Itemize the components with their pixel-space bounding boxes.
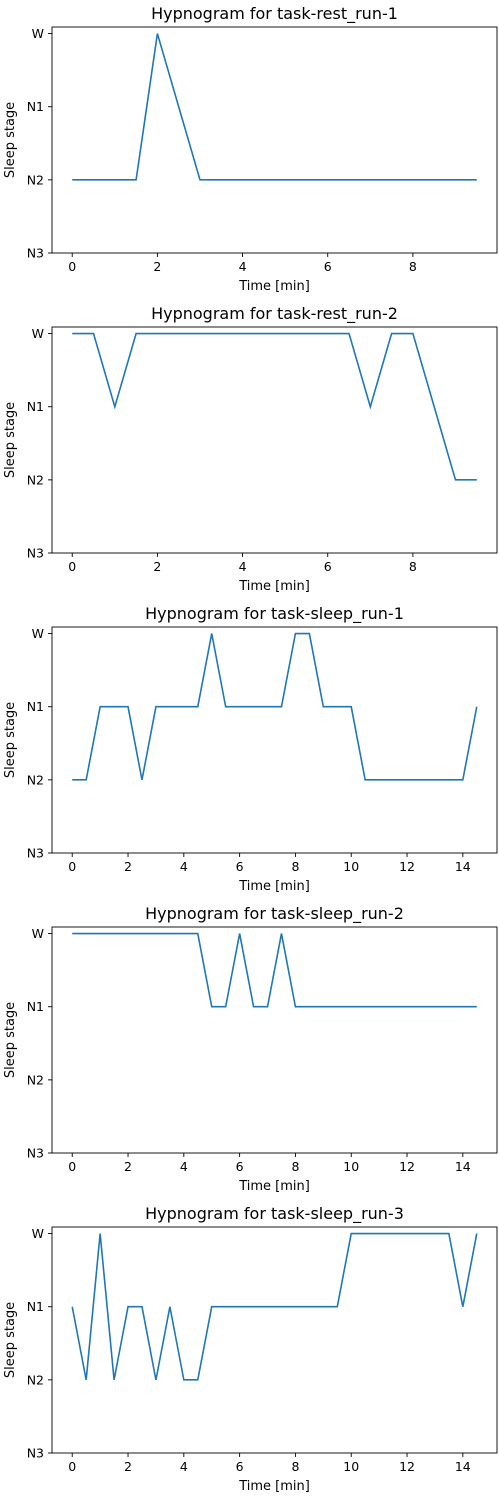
- x-tick-label: 4: [180, 1459, 188, 1474]
- hypnogram-chart-2: Hypnogram for task-rest_run-2 W N1 N2 N3 0 2 4 6…: [3, 304, 498, 594]
- plot-frame: [51, 326, 498, 554]
- x-tick-label: 10: [343, 1459, 359, 1474]
- y-tick-label: N1: [27, 999, 44, 1014]
- series-line: [72, 932, 477, 1008]
- plot-frame: [51, 626, 498, 854]
- x-tick-label: 6: [324, 259, 332, 274]
- x-tick-label: 6: [236, 859, 244, 874]
- y-tick-label: N1: [27, 99, 44, 114]
- x-tick-label: 4: [180, 1159, 188, 1174]
- y-tick-label: N2: [27, 1072, 44, 1087]
- y-tick-label: N1: [27, 699, 44, 714]
- x-axis-label: Time [min]: [238, 1479, 310, 1494]
- x-tick-label: 8: [409, 559, 417, 574]
- x-tick-label: 2: [153, 259, 161, 274]
- x-tick-label: 0: [68, 1459, 76, 1474]
- x-tick-label: 2: [124, 1459, 132, 1474]
- y-tick-label: W: [32, 26, 44, 41]
- y-tick-label: N3: [27, 1446, 44, 1461]
- series-line: [72, 632, 478, 781]
- x-axis-label: Time [min]: [238, 579, 310, 594]
- y-axis-label: Sleep stage: [3, 402, 18, 478]
- x-tick-label: 8: [291, 859, 299, 874]
- y-axis-label: Sleep stage: [3, 1002, 18, 1078]
- plot-frame: [51, 26, 498, 254]
- x-tick-label: 4: [180, 859, 188, 874]
- y-tick-label: N3: [27, 546, 44, 561]
- x-tick-label: 0: [68, 259, 76, 274]
- x-tick-label: 0: [68, 859, 76, 874]
- y-tick-label: W: [32, 326, 44, 341]
- chart-title: Hypnogram for task-rest_run-2: [151, 304, 398, 324]
- y-tick-label: W: [32, 1226, 44, 1241]
- x-tick-label: 2: [124, 859, 132, 874]
- x-tick-label: 8: [291, 1159, 299, 1174]
- x-tick-label: 2: [153, 559, 161, 574]
- x-tick-label: 6: [236, 1459, 244, 1474]
- x-tick-label: 8: [291, 1459, 299, 1474]
- series-line: [71, 1232, 478, 1381]
- y-tick-label: N2: [27, 472, 44, 487]
- x-tick-label: 0: [68, 559, 76, 574]
- y-axis-label: Sleep stage: [3, 1302, 18, 1378]
- x-tick-label: 6: [324, 559, 332, 574]
- x-tick-label: 2: [124, 1159, 132, 1174]
- hypnogram-chart-3: Hypnogram for task-sleep_run-1 W N1 N2 N3 0 2 4…: [3, 604, 498, 894]
- series-line: [72, 332, 477, 481]
- x-axis-label: Time [min]: [238, 879, 310, 894]
- chart-title: Hypnogram for task-rest_run-1: [151, 4, 398, 24]
- x-tick-label: 10: [343, 1159, 359, 1174]
- x-tick-label: 12: [399, 1159, 415, 1174]
- plot-frame: [51, 926, 498, 1154]
- x-tick-label: 8: [409, 259, 417, 274]
- chart-title: Hypnogram for task-sleep_run-2: [145, 904, 404, 924]
- y-tick-label: W: [32, 626, 44, 641]
- x-tick-label: 12: [399, 859, 415, 874]
- x-axis-label: Time [min]: [238, 279, 310, 294]
- y-tick-label: N3: [27, 246, 44, 261]
- chart-title: Hypnogram for task-sleep_run-3: [145, 1204, 404, 1224]
- hypnogram-chart-5: Hypnogram for task-sleep_run-3 W N1 N2 N3 0 2 4…: [3, 1204, 498, 1494]
- y-tick-label: N1: [27, 399, 44, 414]
- x-axis-label: Time [min]: [238, 1179, 310, 1194]
- y-tick-label: N2: [27, 772, 44, 787]
- x-tick-label: 14: [455, 1459, 471, 1474]
- y-tick-label: N3: [27, 846, 44, 861]
- y-axis-label: Sleep stage: [3, 702, 18, 778]
- hypnogram-chart-1: Hypnogram for task-rest_run-1 W N1 N2 N3 0 2 4 6…: [3, 4, 498, 294]
- y-axis-label: Sleep stage: [3, 102, 18, 178]
- chart-title: Hypnogram for task-sleep_run-1: [145, 604, 404, 624]
- y-tick-label: N3: [27, 1146, 44, 1161]
- x-tick-label: 14: [455, 859, 471, 874]
- y-tick-label: N2: [27, 1372, 44, 1387]
- y-tick-label: N1: [27, 1299, 44, 1314]
- hypnogram-chart-4: Hypnogram for task-sleep_run-2 W N1 N2 N3 0 2 4…: [3, 904, 498, 1194]
- x-tick-label: 4: [239, 259, 247, 274]
- y-tick-label: W: [32, 926, 44, 941]
- x-tick-label: 12: [399, 1459, 415, 1474]
- x-tick-label: 10: [343, 859, 359, 874]
- y-tick-label: N2: [27, 172, 44, 187]
- x-tick-label: 4: [239, 559, 247, 574]
- x-tick-label: 0: [68, 1159, 76, 1174]
- x-tick-label: 6: [236, 1159, 244, 1174]
- series-line: [72, 33, 477, 181]
- x-tick-label: 14: [455, 1159, 471, 1174]
- plot-frame: [51, 1226, 498, 1454]
